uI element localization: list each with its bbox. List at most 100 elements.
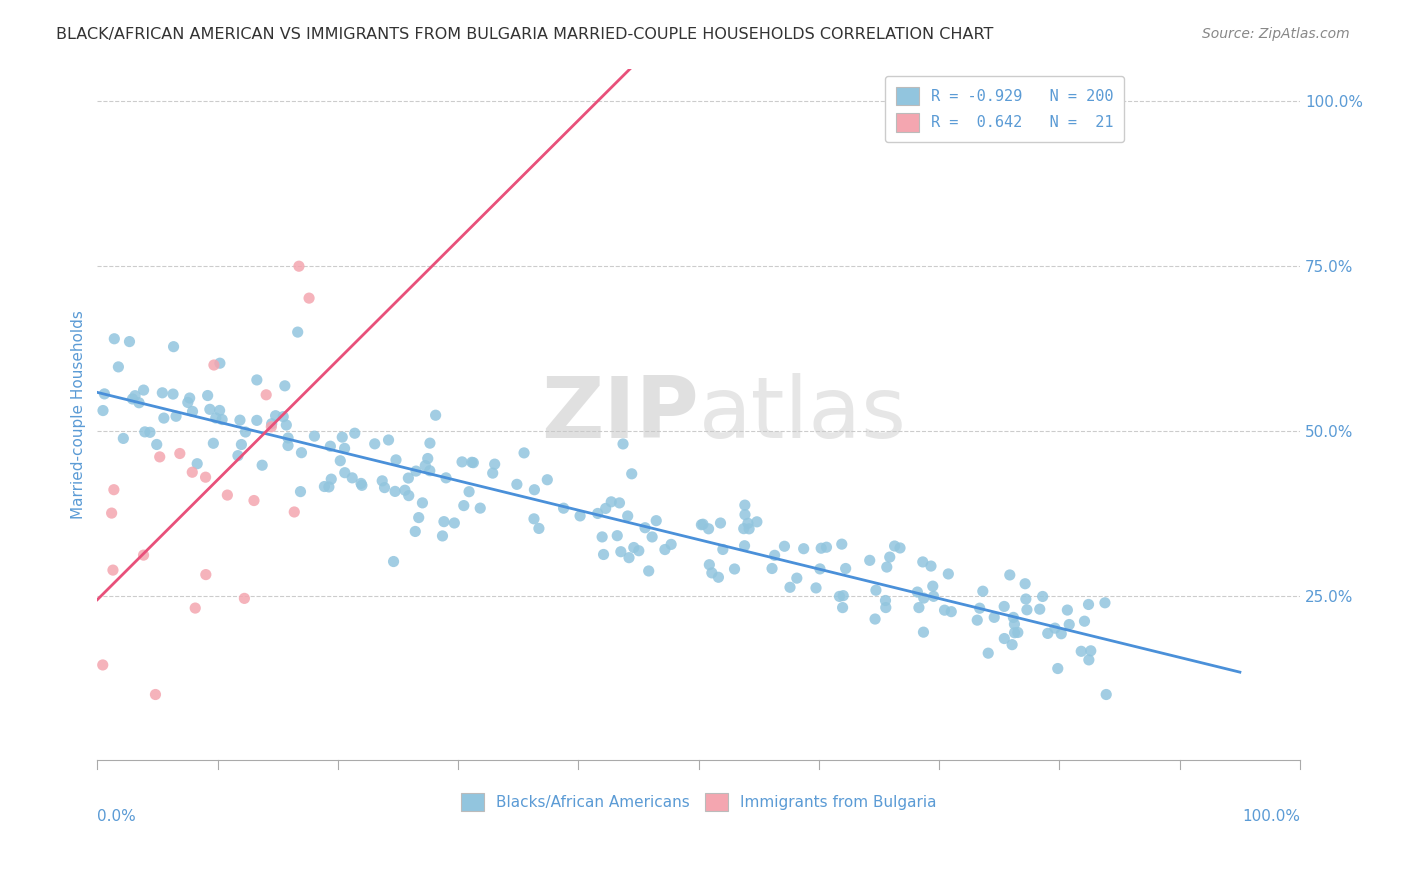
Point — [523, 483, 546, 497]
Point — [433, 515, 456, 529]
Point — [434, 471, 457, 485]
Point — [93, 387, 115, 401]
Point — [934, 603, 956, 617]
Point — [121, 392, 143, 406]
Point — [600, 495, 623, 509]
Point — [150, 385, 173, 400]
Point — [277, 438, 299, 452]
Point — [382, 555, 405, 569]
Point — [920, 559, 942, 574]
Legend: Blacks/African Americans, Immigrants from Bulgaria: Blacks/African Americans, Immigrants fro… — [450, 782, 948, 822]
Point — [290, 445, 312, 459]
Point — [202, 436, 225, 450]
Point — [202, 358, 225, 372]
Point — [700, 566, 723, 580]
Point — [506, 477, 529, 491]
Point — [745, 515, 768, 529]
Point — [993, 632, 1015, 646]
Point — [1032, 590, 1054, 604]
Point — [699, 558, 721, 572]
Point — [377, 433, 399, 447]
Point — [169, 446, 191, 460]
Point — [527, 521, 550, 535]
Point — [481, 466, 503, 480]
Point — [149, 450, 172, 464]
Point — [793, 541, 815, 556]
Point — [197, 388, 219, 402]
Point — [786, 571, 808, 585]
Point — [425, 408, 447, 422]
Point — [1029, 602, 1052, 616]
Point — [177, 395, 200, 409]
Point — [103, 483, 125, 497]
Point — [394, 483, 416, 498]
Point — [779, 580, 801, 594]
Point — [145, 437, 167, 451]
Point — [250, 458, 273, 473]
Point — [815, 540, 838, 554]
Point — [314, 479, 336, 493]
Point — [773, 539, 796, 553]
Point — [91, 403, 114, 417]
Point — [553, 501, 575, 516]
Point — [350, 478, 373, 492]
Point — [208, 403, 231, 417]
Point — [905, 585, 928, 599]
Point — [889, 541, 911, 555]
Point — [162, 340, 184, 354]
Point — [233, 591, 256, 606]
Point — [333, 442, 356, 456]
Point — [922, 590, 945, 604]
Point — [1001, 638, 1024, 652]
Point — [235, 425, 257, 439]
Text: BLACK/AFRICAN AMERICAN VS IMMIGRANTS FROM BULGARIA MARRIED-COUPLE HOUSEHOLDS COR: BLACK/AFRICAN AMERICAN VS IMMIGRANTS FRO… — [56, 27, 994, 42]
Point — [231, 437, 253, 451]
Point — [1050, 626, 1073, 640]
Point — [1080, 644, 1102, 658]
Point — [371, 474, 394, 488]
Point — [707, 570, 730, 584]
Point — [883, 539, 905, 553]
Point — [697, 522, 720, 536]
Point — [921, 579, 943, 593]
Point — [645, 514, 668, 528]
Point — [453, 499, 475, 513]
Point — [458, 484, 481, 499]
Point — [709, 516, 731, 530]
Point — [998, 568, 1021, 582]
Point — [461, 455, 484, 469]
Point — [396, 471, 419, 485]
Point — [941, 605, 963, 619]
Point — [737, 516, 759, 531]
Point — [484, 457, 506, 471]
Point — [879, 550, 901, 565]
Text: atlas: atlas — [699, 373, 907, 456]
Point — [319, 439, 342, 453]
Point — [443, 516, 465, 530]
Point — [610, 545, 633, 559]
Point — [91, 657, 114, 672]
Point — [617, 550, 640, 565]
Point — [612, 437, 634, 451]
Point — [290, 484, 312, 499]
Point — [993, 599, 1015, 614]
Point — [808, 562, 831, 576]
Point — [254, 388, 277, 402]
Point — [865, 583, 887, 598]
Point — [211, 412, 233, 426]
Point — [831, 537, 853, 551]
Point — [875, 600, 897, 615]
Point — [333, 466, 356, 480]
Point — [592, 548, 614, 562]
Point — [298, 291, 321, 305]
Point — [165, 409, 187, 424]
Point — [620, 467, 643, 481]
Point — [419, 464, 441, 478]
Point — [832, 589, 855, 603]
Point — [1095, 688, 1118, 702]
Point — [523, 512, 546, 526]
Point — [364, 437, 387, 451]
Point — [1070, 644, 1092, 658]
Point — [616, 508, 638, 523]
Point — [288, 259, 311, 273]
